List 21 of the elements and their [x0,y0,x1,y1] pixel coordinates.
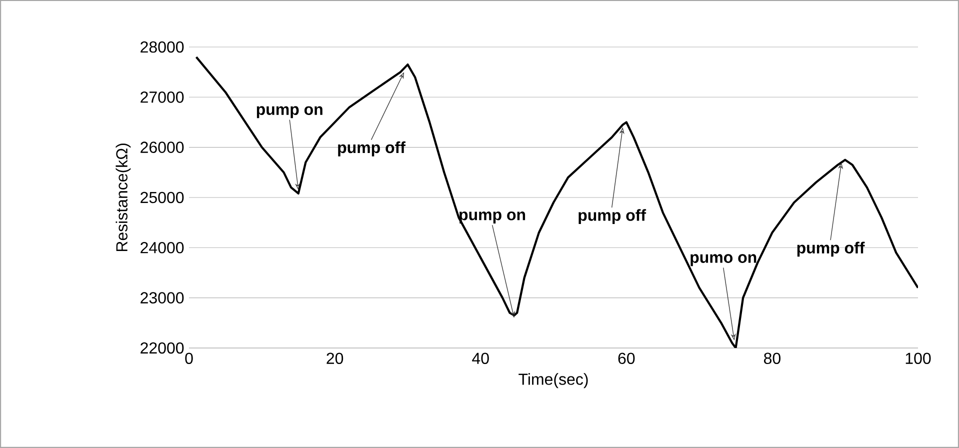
y-tick-label: 25000 [140,192,184,204]
annotation: pump off [797,242,865,257]
x-tick-label: 60 [618,352,635,364]
y-tick-label: 23000 [140,292,184,304]
y-tick-label: 26000 [140,142,184,153]
x-tick-label: 0 [185,352,193,364]
x-tick-label: 40 [472,352,489,364]
annotation: pumo on [690,254,756,266]
annotation: pump off [578,209,646,224]
y-tick-label: 28000 [140,41,184,53]
y-axis-title: Resistance(kΩ) [116,144,131,252]
y-tick-label: 24000 [140,242,184,254]
x-tick-label: 20 [326,352,344,364]
x-tick-label: 80 [764,352,780,364]
y-tick-label: 27000 [140,92,184,103]
x-tick-label: 100 [906,352,931,364]
y-tick-label: 22000 [140,342,184,354]
annotation: pump off [338,141,406,156]
x-axis-title: Time(sec) [518,373,588,388]
annotation: pump on [256,106,322,118]
annotation: pump on [460,212,526,224]
